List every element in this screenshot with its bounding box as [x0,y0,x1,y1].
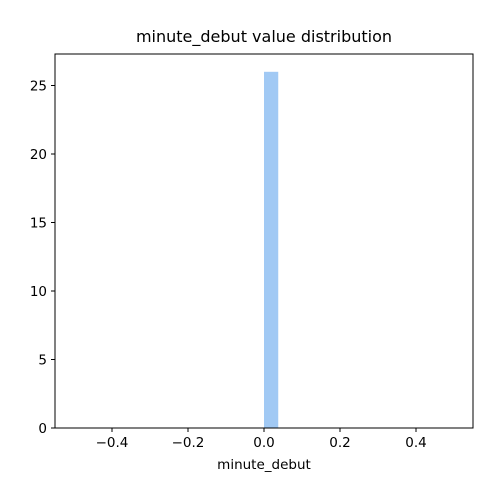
x-tick-label: −0.4 [96,435,129,451]
y-tick-label: 10 [30,284,47,300]
y-tick-label: 0 [38,421,47,437]
y-tick-label: 15 [30,216,47,232]
histogram-bar-0 [264,71,279,429]
x-axis-label: minute_debut [217,457,311,473]
bars-layer [264,71,279,429]
x-tick-label: −0.2 [172,435,205,451]
y-tick-label: 20 [30,147,47,163]
y-tick-label: 5 [38,353,47,369]
y-axis-ticks: 0 5 10 15 20 25 [30,79,55,437]
x-tick-label: 0.4 [405,435,426,451]
x-tick-label: 0.2 [329,435,350,451]
x-axis-ticks: −0.4 −0.2 0.0 0.2 0.4 [96,428,427,451]
chart-title: minute_debut value distribution [136,27,392,47]
y-tick-label: 25 [30,79,47,95]
x-tick-label: 0.0 [253,435,274,451]
